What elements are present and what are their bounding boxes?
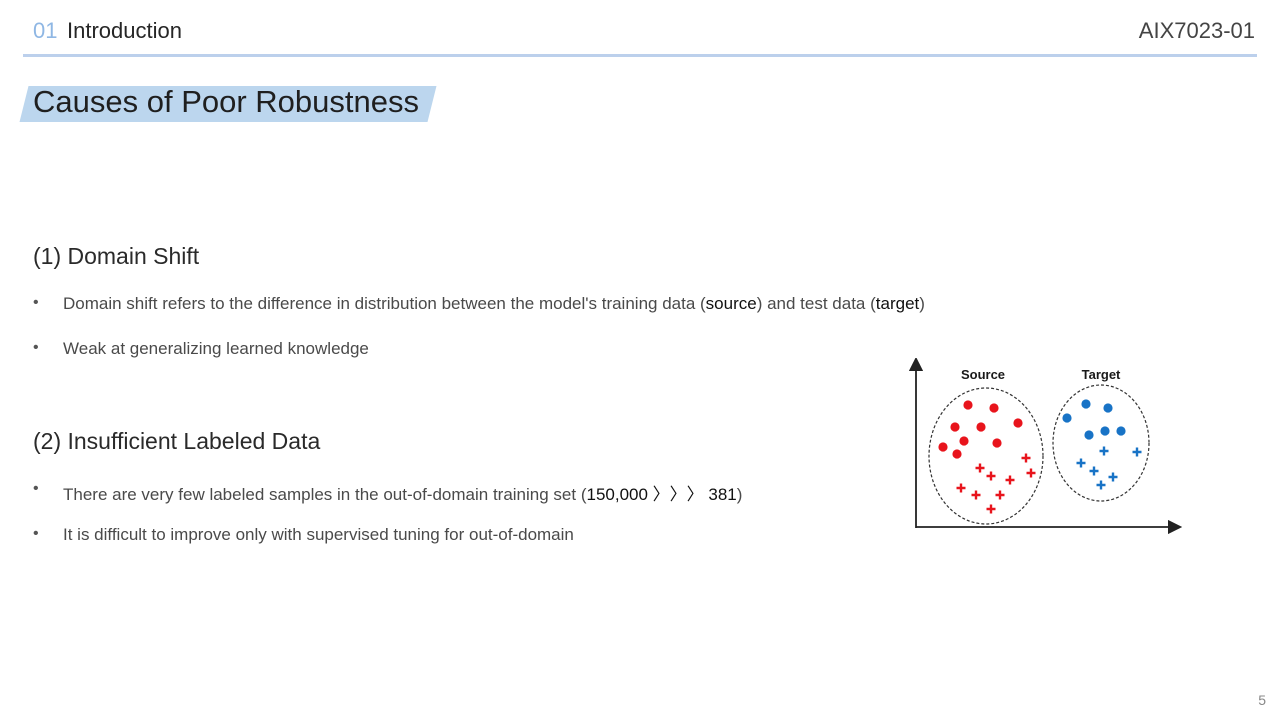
bullet-weak-generalization: Weak at generalizing learned knowledge: [63, 339, 369, 358]
source-circle-point: [952, 449, 962, 459]
target-points: [1062, 399, 1142, 490]
target-cluster-boundary: [1052, 384, 1150, 502]
bullet-icon: •: [33, 294, 39, 311]
source-cross-point: [1021, 453, 1031, 463]
source-cross-point: [986, 504, 996, 514]
target-term: target: [875, 294, 920, 313]
bullet-icon: •: [33, 525, 39, 542]
section-heading-domain-shift: (1) Domain Shift: [33, 243, 200, 269]
source-cross-point: [995, 490, 1005, 500]
slide-title: Causes of Poor Robustness: [33, 84, 419, 119]
target-circle-point: [1081, 399, 1091, 409]
target-circle-point: [1116, 426, 1126, 436]
sample-count: 150,000 〉〉〉 381: [586, 485, 737, 504]
section-heading-insufficient-data: (2) Insufficient Labeled Data: [33, 428, 321, 454]
source-circle-point: [992, 438, 1002, 448]
target-cross-point: [1076, 458, 1086, 468]
bullet-icon: •: [33, 480, 39, 497]
target-cross-point: [1099, 446, 1109, 456]
source-cross-point: [986, 471, 996, 481]
source-cross-point: [971, 490, 981, 500]
bullet-icon: •: [33, 339, 39, 356]
source-cross-point: [956, 483, 966, 493]
bullet-few-labeled-samples: There are very few labeled samples in th…: [63, 485, 743, 504]
source-cross-point: [975, 463, 985, 473]
source-cross-point: [1026, 468, 1036, 478]
target-circle-point: [1084, 430, 1094, 440]
target-cross-point: [1132, 447, 1142, 457]
target-cross-point: [1096, 480, 1106, 490]
source-points: [938, 400, 1036, 514]
page-number: 5: [1258, 692, 1266, 708]
course-code: AIX7023-01: [1138, 18, 1255, 43]
target-cross-point: [1089, 466, 1099, 476]
target-circle-point: [1103, 403, 1113, 413]
source-circle-point: [959, 436, 969, 446]
target-circle-point: [1062, 413, 1072, 423]
target-cross-point: [1108, 472, 1118, 482]
source-cross-point: [1005, 475, 1015, 485]
section-title: Introduction: [67, 18, 182, 43]
source-term: source: [705, 294, 757, 313]
bullet-supervised-tuning: It is difficult to improve only with sup…: [63, 525, 574, 544]
source-circle-point: [950, 422, 960, 432]
domain-shift-figure: Source Target: [908, 358, 1183, 535]
source-circle-point: [938, 442, 948, 452]
source-circle-point: [963, 400, 973, 410]
target-label: Target: [1082, 367, 1121, 382]
source-circle-point: [1013, 418, 1023, 428]
source-circle-point: [989, 403, 999, 413]
section-number: 01: [33, 18, 58, 43]
bullet-domain-shift-definition: Domain shift refers to the difference in…: [63, 294, 925, 313]
source-circle-point: [976, 422, 986, 432]
target-circle-point: [1100, 426, 1110, 436]
header-divider: [23, 54, 1257, 57]
source-cluster-boundary: [928, 387, 1044, 525]
source-label: Source: [961, 367, 1005, 382]
